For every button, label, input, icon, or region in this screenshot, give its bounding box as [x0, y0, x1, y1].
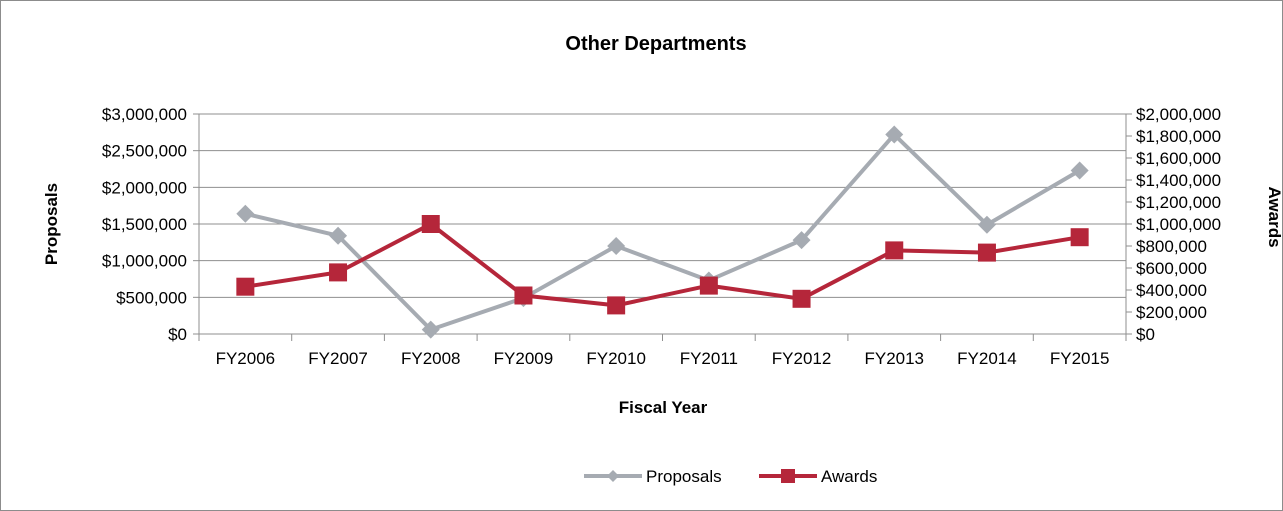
data-point — [421, 320, 440, 339]
left-tick-label: $0 — [168, 325, 187, 344]
legend-label: Awards — [821, 467, 877, 486]
x-tick-label: FY2010 — [586, 349, 646, 368]
data-point — [421, 215, 440, 233]
right-tick-label: $1,600,000 — [1136, 149, 1221, 168]
series-proposals — [236, 125, 1089, 339]
data-point — [885, 125, 904, 144]
y-axis-title-left: Proposals — [42, 183, 61, 265]
data-point — [977, 243, 996, 262]
data-point — [236, 277, 255, 296]
data-point — [977, 215, 996, 234]
x-axis-ticks: FY2006 FY2007 FY2008 FY2009 FY2010 FY2011 FY20… — [198, 334, 1127, 368]
data-point — [514, 286, 533, 305]
right-tick-label: $600,000 — [1136, 259, 1207, 278]
left-axis-ticks: $0 $500,000 $1,000,000 $1,500,000 $2,000,000… — [102, 105, 199, 344]
left-tick-label: $500,000 — [116, 288, 187, 307]
left-tick-label: $1,000,000 — [102, 252, 187, 271]
data-point — [1070, 228, 1089, 247]
right-axis-ticks: $0 $200,000 $400,000 $600,000 $800,000 $1,000… — [1126, 105, 1221, 344]
legend: Proposals Awards — [584, 467, 877, 486]
right-tick-label: $2,000,000 — [1136, 105, 1221, 124]
legend-marker — [781, 469, 795, 483]
chart-title: Other Departments — [565, 33, 746, 55]
x-tick-label: FY2013 — [864, 349, 924, 368]
x-tick-label: FY2008 — [401, 349, 461, 368]
data-point — [329, 226, 348, 245]
data-point — [607, 296, 626, 315]
x-tick-label: FY2006 — [216, 349, 276, 368]
x-tick-label: FY2011 — [680, 349, 738, 368]
gridlines — [199, 113, 1126, 298]
data-point — [329, 263, 348, 282]
x-tick-label: FY2015 — [1050, 349, 1110, 368]
x-tick-label: FY2007 — [308, 349, 368, 368]
left-tick-label: $2,500,000 — [102, 142, 187, 161]
series-line — [243, 132, 1082, 332]
left-tick-label: $2,000,000 — [102, 178, 187, 197]
right-tick-label: $200,000 — [1136, 303, 1207, 322]
right-tick-label: $1,400,000 — [1136, 171, 1221, 190]
legend-label: Proposals — [646, 467, 722, 486]
x-axis-title: Fiscal Year — [619, 398, 708, 417]
series-layer — [236, 125, 1089, 339]
left-tick-label: $1,500,000 — [102, 215, 187, 234]
right-tick-label: $0 — [1136, 325, 1155, 344]
y-axis-title-right: Awards — [1265, 186, 1282, 247]
data-point — [607, 237, 626, 255]
legend-marker — [607, 470, 619, 482]
right-tick-label: $400,000 — [1136, 281, 1207, 300]
x-tick-label: FY2014 — [957, 349, 1017, 368]
right-tick-label: $800,000 — [1136, 237, 1207, 256]
series-line — [243, 222, 1082, 308]
right-tick-label: $1,800,000 — [1136, 127, 1221, 146]
data-point — [699, 276, 718, 295]
data-point — [885, 241, 904, 260]
x-tick-label: FY2009 — [494, 349, 554, 368]
data-point — [792, 231, 811, 250]
data-point — [792, 289, 811, 308]
series-awards — [236, 215, 1089, 315]
legend-item-proposals: Proposals — [584, 467, 722, 486]
left-tick-label: $3,000,000 — [102, 105, 187, 124]
data-point — [236, 204, 255, 223]
x-tick-label: FY2012 — [772, 349, 832, 368]
legend-item-awards: Awards — [759, 467, 877, 486]
right-tick-label: $1,000,000 — [1136, 215, 1221, 234]
right-tick-label: $1,200,000 — [1136, 193, 1221, 212]
data-point — [1070, 161, 1089, 180]
